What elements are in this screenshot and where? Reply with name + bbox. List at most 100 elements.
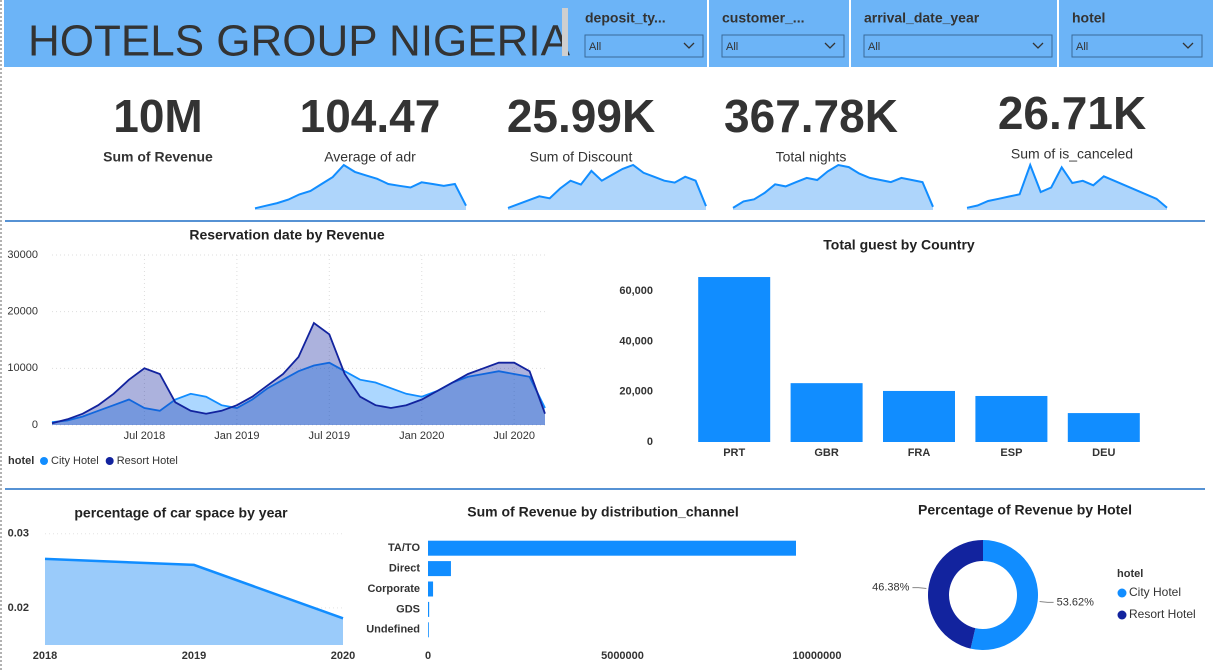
x-tick-label: Jul 2018 [124, 430, 166, 442]
y-tick-label: 0 [647, 436, 653, 448]
x-tick-label: FRA [908, 447, 931, 459]
y-tick-label: TA/TO [388, 542, 420, 554]
chart-title: Sum of Revenue by distribution_channel [467, 504, 738, 520]
legend-label: City Hotel [51, 455, 99, 467]
dropdown-chevron [1182, 42, 1194, 49]
sparkline-area [508, 165, 706, 210]
slicer-dropdown[interactable] [1071, 34, 1203, 58]
bar [1067, 413, 1140, 442]
bar [428, 622, 429, 638]
slicer-label: customer_... [722, 10, 804, 26]
x-tick-label: 2020 [331, 650, 355, 662]
x-tick-label: 2018 [33, 650, 57, 662]
slicer-label: arrival_date_year [864, 10, 980, 26]
kpi-value: 25.99K [507, 90, 655, 142]
data-label: 53.62% [1057, 596, 1095, 608]
bar [428, 561, 451, 577]
donut-slice [927, 540, 983, 649]
slicer-label: hotel [1072, 10, 1105, 26]
kpi-value: 10M [113, 90, 202, 142]
sparkline-area [967, 165, 1167, 210]
slicer-value: All [868, 41, 880, 53]
legend-title: hotel [8, 455, 34, 467]
y-tick-label: 20,000 [619, 386, 653, 398]
bar [883, 390, 955, 442]
data-label: 46.38% [872, 582, 910, 594]
dropdown-chevron [683, 42, 695, 49]
kpi-label: Average of adr [324, 149, 416, 165]
slicer-value: All [589, 41, 601, 53]
kpi-label: Total nights [776, 149, 847, 165]
kpi-label: Sum of Discount [530, 149, 633, 165]
scrollbar [562, 8, 568, 56]
sparkline-area [255, 165, 466, 210]
chart-title: Reservation date by Revenue [189, 227, 385, 243]
y-tick-label: 0 [32, 419, 38, 431]
slicer-value: All [1076, 41, 1088, 53]
y-tick-label: 40,000 [619, 335, 653, 347]
sparkline [966, 162, 1168, 209]
x-tick-label: DEU [1092, 447, 1115, 459]
sparkline [507, 163, 707, 209]
kpi-value: 104.47 [300, 90, 441, 142]
slicer-dropdown[interactable] [584, 34, 704, 58]
sparkline-area [733, 165, 933, 210]
y-tick-label: Undefined [366, 624, 420, 636]
legend-marker [40, 457, 48, 465]
donut-slice [970, 540, 1038, 650]
bar [975, 395, 1048, 442]
series-area [52, 323, 545, 425]
y-tick-label: GDS [396, 603, 420, 615]
legend-marker [1117, 588, 1127, 598]
bar [790, 383, 863, 442]
legend-label: Resort Hotel [117, 455, 178, 467]
series-area [52, 362, 545, 425]
chart-title: Percentage of Revenue by Hotel [918, 502, 1132, 518]
x-tick-label: ESP [1000, 447, 1022, 459]
legend-marker [1117, 610, 1127, 620]
legend-title: hotel [1117, 568, 1143, 580]
slicer-value: All [726, 41, 738, 53]
legend-label: City Hotel [1129, 585, 1181, 599]
x-tick-label: 5000000 [601, 650, 644, 662]
x-tick-label: 0 [425, 650, 431, 662]
bar [428, 581, 434, 597]
dropdown-chevron [824, 42, 836, 49]
area-fill [45, 558, 343, 645]
dashboard-title: HOTELS GROUP NIGERIA [28, 17, 571, 66]
y-tick-label: 30000 [7, 249, 38, 261]
y-tick-label: Corporate [367, 583, 420, 595]
y-tick-label: 0.02 [8, 602, 29, 614]
bar [698, 277, 771, 442]
x-tick-label: Jul 2019 [309, 430, 351, 442]
y-tick-label: 0.03 [8, 528, 29, 540]
leader-line [1039, 600, 1054, 603]
chart-title: Total guest by Country [823, 237, 975, 253]
y-tick-label: 60,000 [619, 285, 653, 297]
y-tick-label: Direct [389, 563, 421, 575]
y-tick-label: 20000 [7, 306, 38, 318]
bar [428, 540, 796, 556]
x-tick-label: 10000000 [793, 650, 842, 662]
x-tick-label: Jul 2020 [493, 430, 535, 442]
bar [428, 601, 430, 617]
sparkline [732, 163, 934, 209]
x-tick-label: 2019 [182, 650, 206, 662]
x-tick-label: Jan 2020 [399, 430, 444, 442]
slicer-label: deposit_ty... [585, 10, 666, 26]
sparkline [254, 163, 467, 210]
series-line [51, 361, 546, 424]
x-tick-label: Jan 2019 [214, 430, 259, 442]
series-line [51, 321, 546, 425]
slicer-dropdown[interactable] [721, 34, 845, 58]
legend-label: Resort Hotel [1129, 607, 1196, 621]
chart-title: percentage of car space by year [74, 505, 288, 521]
kpi-label: Sum of is_canceled [1011, 146, 1133, 162]
leader-line [912, 587, 927, 590]
kpi-value: 26.71K [998, 87, 1146, 139]
x-tick-label: GBR [814, 447, 839, 459]
x-tick-label: PRT [723, 447, 745, 459]
y-tick-label: 10000 [7, 362, 38, 374]
slicer-dropdown[interactable] [863, 34, 1053, 58]
